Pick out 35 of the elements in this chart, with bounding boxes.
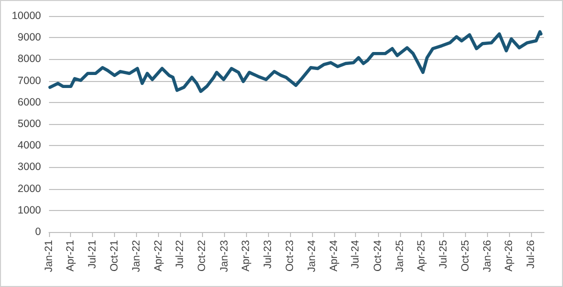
- line-series: [48, 30, 542, 93]
- x-tick-label: Oct-24: [372, 240, 384, 272]
- y-tick-label: 9000: [18, 32, 42, 44]
- y-tick-label: 3000: [18, 161, 42, 174]
- x-tick-label: Jan-26: [482, 240, 494, 272]
- y-tick-label: 2000: [18, 182, 42, 195]
- x-tick-label: Apr-26: [503, 240, 516, 272]
- y-tick-label: 10000: [12, 10, 42, 22]
- x-tick-label: Apr-21: [64, 240, 77, 272]
- y-tick-label: 8000: [18, 53, 42, 66]
- x-tick-label: Apr-23: [240, 240, 252, 272]
- y-tick-label: 7000: [18, 74, 42, 87]
- x-tick-label: Jul-22: [174, 240, 186, 269]
- x-tick-label: Oct-25: [459, 240, 472, 272]
- x-tick-label: Jan-21: [43, 240, 55, 272]
- x-tick-label: Apr-22: [152, 240, 164, 272]
- y-tick-label: 4000: [18, 140, 42, 152]
- x-tick-label: Oct-22: [196, 240, 208, 272]
- x-tick-label: Jan-25: [394, 240, 406, 272]
- x-tick-label: Apr-24: [328, 240, 340, 272]
- y-tick-label: 5000: [18, 118, 42, 130]
- x-tick-label: Jan-23: [218, 240, 230, 272]
- x-tick-label: Oct-21: [108, 240, 121, 272]
- x-tick-label: Jul-24: [350, 240, 362, 269]
- y-tick-label: 6000: [18, 96, 42, 108]
- y-tick-label: 1000: [18, 204, 42, 216]
- x-tick-label: Oct-23: [284, 240, 296, 272]
- y-tick-label: 0: [35, 226, 42, 238]
- x-tick-label: Jan-24: [306, 240, 318, 272]
- x-tick-label: Jul-23: [262, 240, 274, 269]
- x-tick-label: Apr-25: [416, 240, 428, 272]
- x-tick-label: Jul-25: [437, 240, 450, 269]
- x-tick-label: Jul-21: [86, 240, 98, 269]
- x-tick-label: Jan-22: [130, 240, 143, 272]
- x-tick-label: Jul-26: [525, 240, 538, 269]
